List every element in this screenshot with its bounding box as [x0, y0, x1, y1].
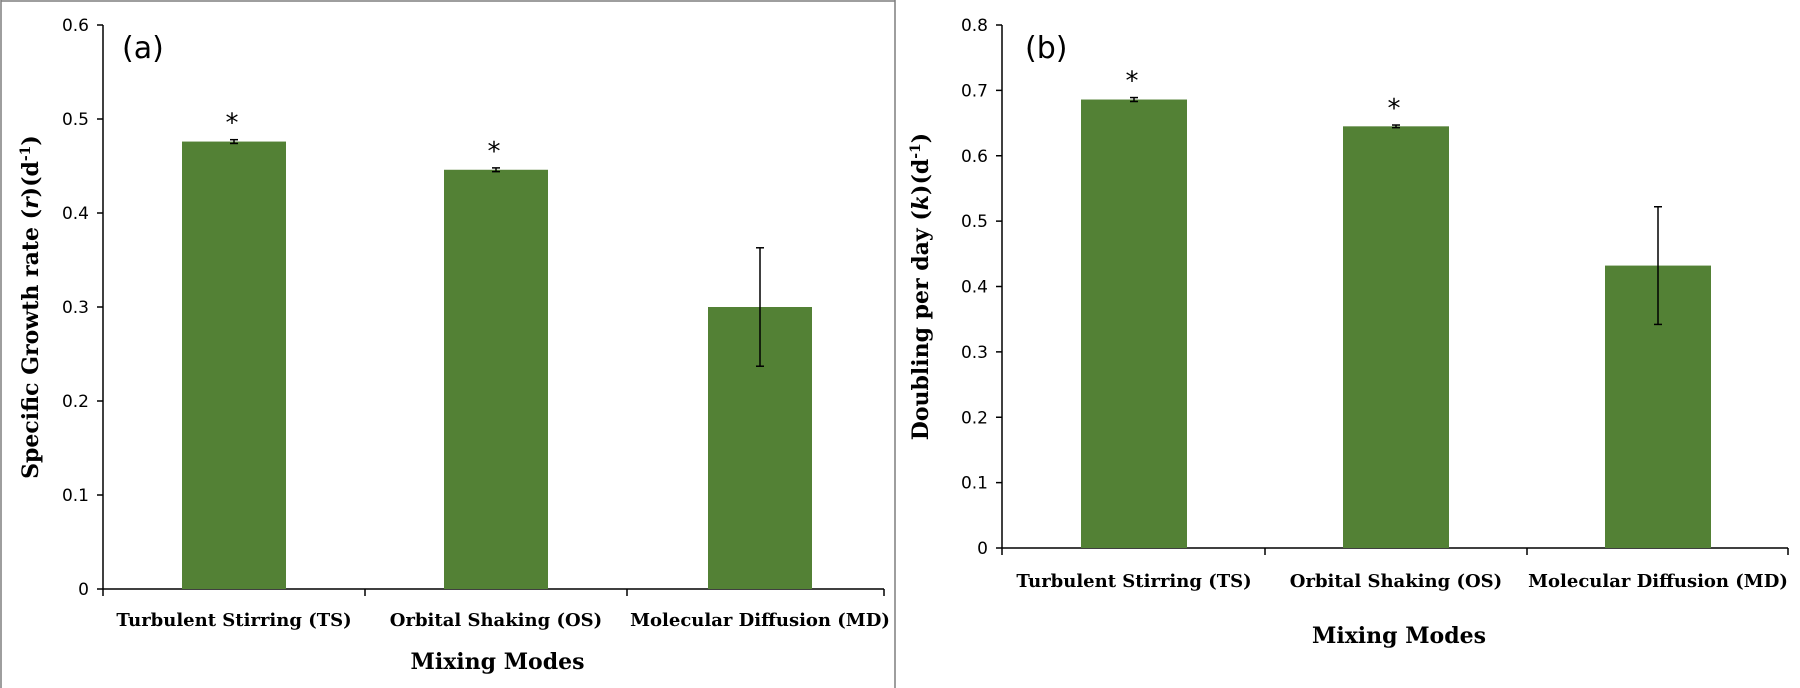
chart-b-category-label: Orbital Shaking (OS): [1290, 571, 1502, 592]
chart-b-y-tick-label: 0.4: [961, 278, 988, 298]
chart-b-y-axis-title: Doubling per day (k)(d-1): [908, 133, 934, 440]
chart-a-y-tick-label: 0.3: [62, 298, 89, 318]
chart-b-error-bar: [1654, 205, 1662, 326]
chart-a-bar: [182, 141, 286, 589]
chart-a-y-tick-label: 0: [78, 580, 89, 600]
chart-b-y-tick-label: 0: [977, 539, 988, 559]
chart-a-significance-marker: *: [226, 109, 239, 139]
chart-a-y-tick-label: 0.4: [62, 204, 89, 224]
chart-b-category-label: Turbulent Stirring (TS): [1016, 571, 1251, 592]
chart-b-y-tick-label: 0.1: [961, 474, 988, 494]
chart-a-significance-marker: *: [488, 137, 501, 167]
chart-a-error-bar: [756, 247, 764, 367]
chart-b-y-tick-label: 0.3: [961, 343, 988, 363]
chart-b-panel-label: (b): [1025, 31, 1067, 66]
chart-a-error-bar: [230, 138, 238, 145]
chart-b-x-axis-title: Mixing Modes: [1312, 623, 1486, 649]
chart-b-bar: [1343, 126, 1449, 549]
chart-b-error-bar: [1130, 96, 1138, 103]
chart-a-x-axis-title: Mixing Modes: [410, 649, 584, 675]
chart-a-category-label: Molecular Diffusion (MD): [630, 610, 890, 631]
chart-b-y-tick-label: 0.7: [961, 81, 988, 101]
chart-b-category-label: Molecular Diffusion (MD): [1528, 571, 1788, 592]
chart-a-y-tick-label: 0.6: [62, 16, 89, 36]
chart-a-category-label: Turbulent Stirring (TS): [116, 610, 351, 631]
chart-a-panel-label: (a): [122, 31, 164, 66]
chart-a-y-tick-label: 0.2: [62, 392, 89, 412]
chart-b-error-bar: [1392, 124, 1400, 129]
chart-a-y-axis-title: Specific Growth rate (r)(d-1): [18, 135, 44, 479]
chart-a: 0 0.1 0.2 0.3 0.4 0.5 0.6 * Turbulent Stirring (…: [18, 16, 890, 675]
chart-b-y-tick-label: 0.6: [961, 147, 988, 167]
chart-a-category-label: Orbital Shaking (OS): [390, 610, 602, 631]
chart-b-y-tick-label: 0.5: [961, 212, 988, 232]
chart-b: 0 0.1 0.2 0.3 0.4 0.5 0.6 0.7 0.8 * Turbulent Stir…: [908, 16, 1789, 649]
chart-b-bar: [1081, 99, 1187, 548]
chart-b-y-tick-label: 0.8: [961, 16, 988, 36]
chart-b-significance-marker: *: [1126, 67, 1139, 97]
chart-a-bar: [444, 169, 548, 589]
chart-a-y-tick-label: 0.5: [62, 110, 89, 130]
chart-a-y-tick-label: 0.1: [62, 486, 89, 506]
chart-a-error-bar: [492, 167, 500, 173]
chart-b-significance-marker: *: [1388, 94, 1401, 124]
chart-b-y-tick-label: 0.2: [961, 408, 988, 428]
